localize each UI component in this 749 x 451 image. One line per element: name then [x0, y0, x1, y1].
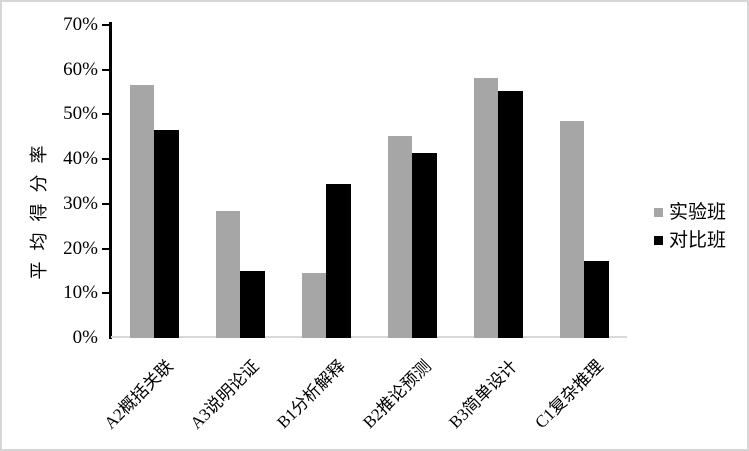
legend-label: 对比班 [669, 230, 727, 251]
x-axis-label: A3说明论证 [186, 356, 263, 433]
bar-series2 [240, 270, 265, 338]
bar-series2 [584, 260, 609, 338]
y-tick-label: 10% [63, 282, 98, 304]
bar-series2 [412, 153, 437, 338]
y-tick-mark [102, 158, 111, 161]
y-tick-label: 20% [63, 237, 98, 259]
bar-series1 [473, 78, 498, 338]
legend: 实验班 对比班 [654, 203, 726, 250]
x-axis-label: B2推论预测 [359, 356, 435, 433]
bar-series1 [301, 273, 326, 338]
y-tick-mark [102, 247, 111, 250]
y-tick-mark [102, 292, 111, 295]
y-tick-mark [102, 202, 111, 205]
x-axis-label: B1分析解释 [273, 356, 349, 433]
bar-series2 [154, 130, 179, 338]
y-tick-mark [102, 113, 111, 116]
legend-swatch-icon [654, 208, 663, 217]
bar-series2 [498, 90, 523, 338]
y-tick-label: 50% [63, 103, 98, 125]
x-axis-label: C1复杂推理 [531, 356, 607, 433]
x-axis-label: B3简单设计 [445, 356, 521, 433]
y-tick-label: 30% [63, 192, 98, 214]
x-axis-label: A2概括关联 [100, 356, 177, 433]
bar-series1 [559, 121, 584, 338]
y-tick-label: 40% [63, 148, 98, 170]
legend-item: 对比班 [654, 231, 726, 250]
legend-label: 实验班 [669, 202, 727, 223]
bar-series1 [215, 210, 240, 338]
y-tick-mark [102, 68, 111, 71]
bar-series1 [129, 85, 154, 338]
bar-series1 [387, 135, 412, 338]
y-tick-label: 0% [72, 327, 98, 348]
bar-series2 [326, 183, 351, 338]
legend-item: 实验班 [654, 203, 726, 222]
y-tick-mark [102, 24, 111, 26]
y-tick-label: 70% [63, 14, 98, 35]
y-tick-label: 60% [63, 58, 98, 80]
y-axis-line [109, 22, 112, 339]
x-axis-line [111, 336, 627, 338]
legend-swatch-icon [654, 236, 663, 245]
